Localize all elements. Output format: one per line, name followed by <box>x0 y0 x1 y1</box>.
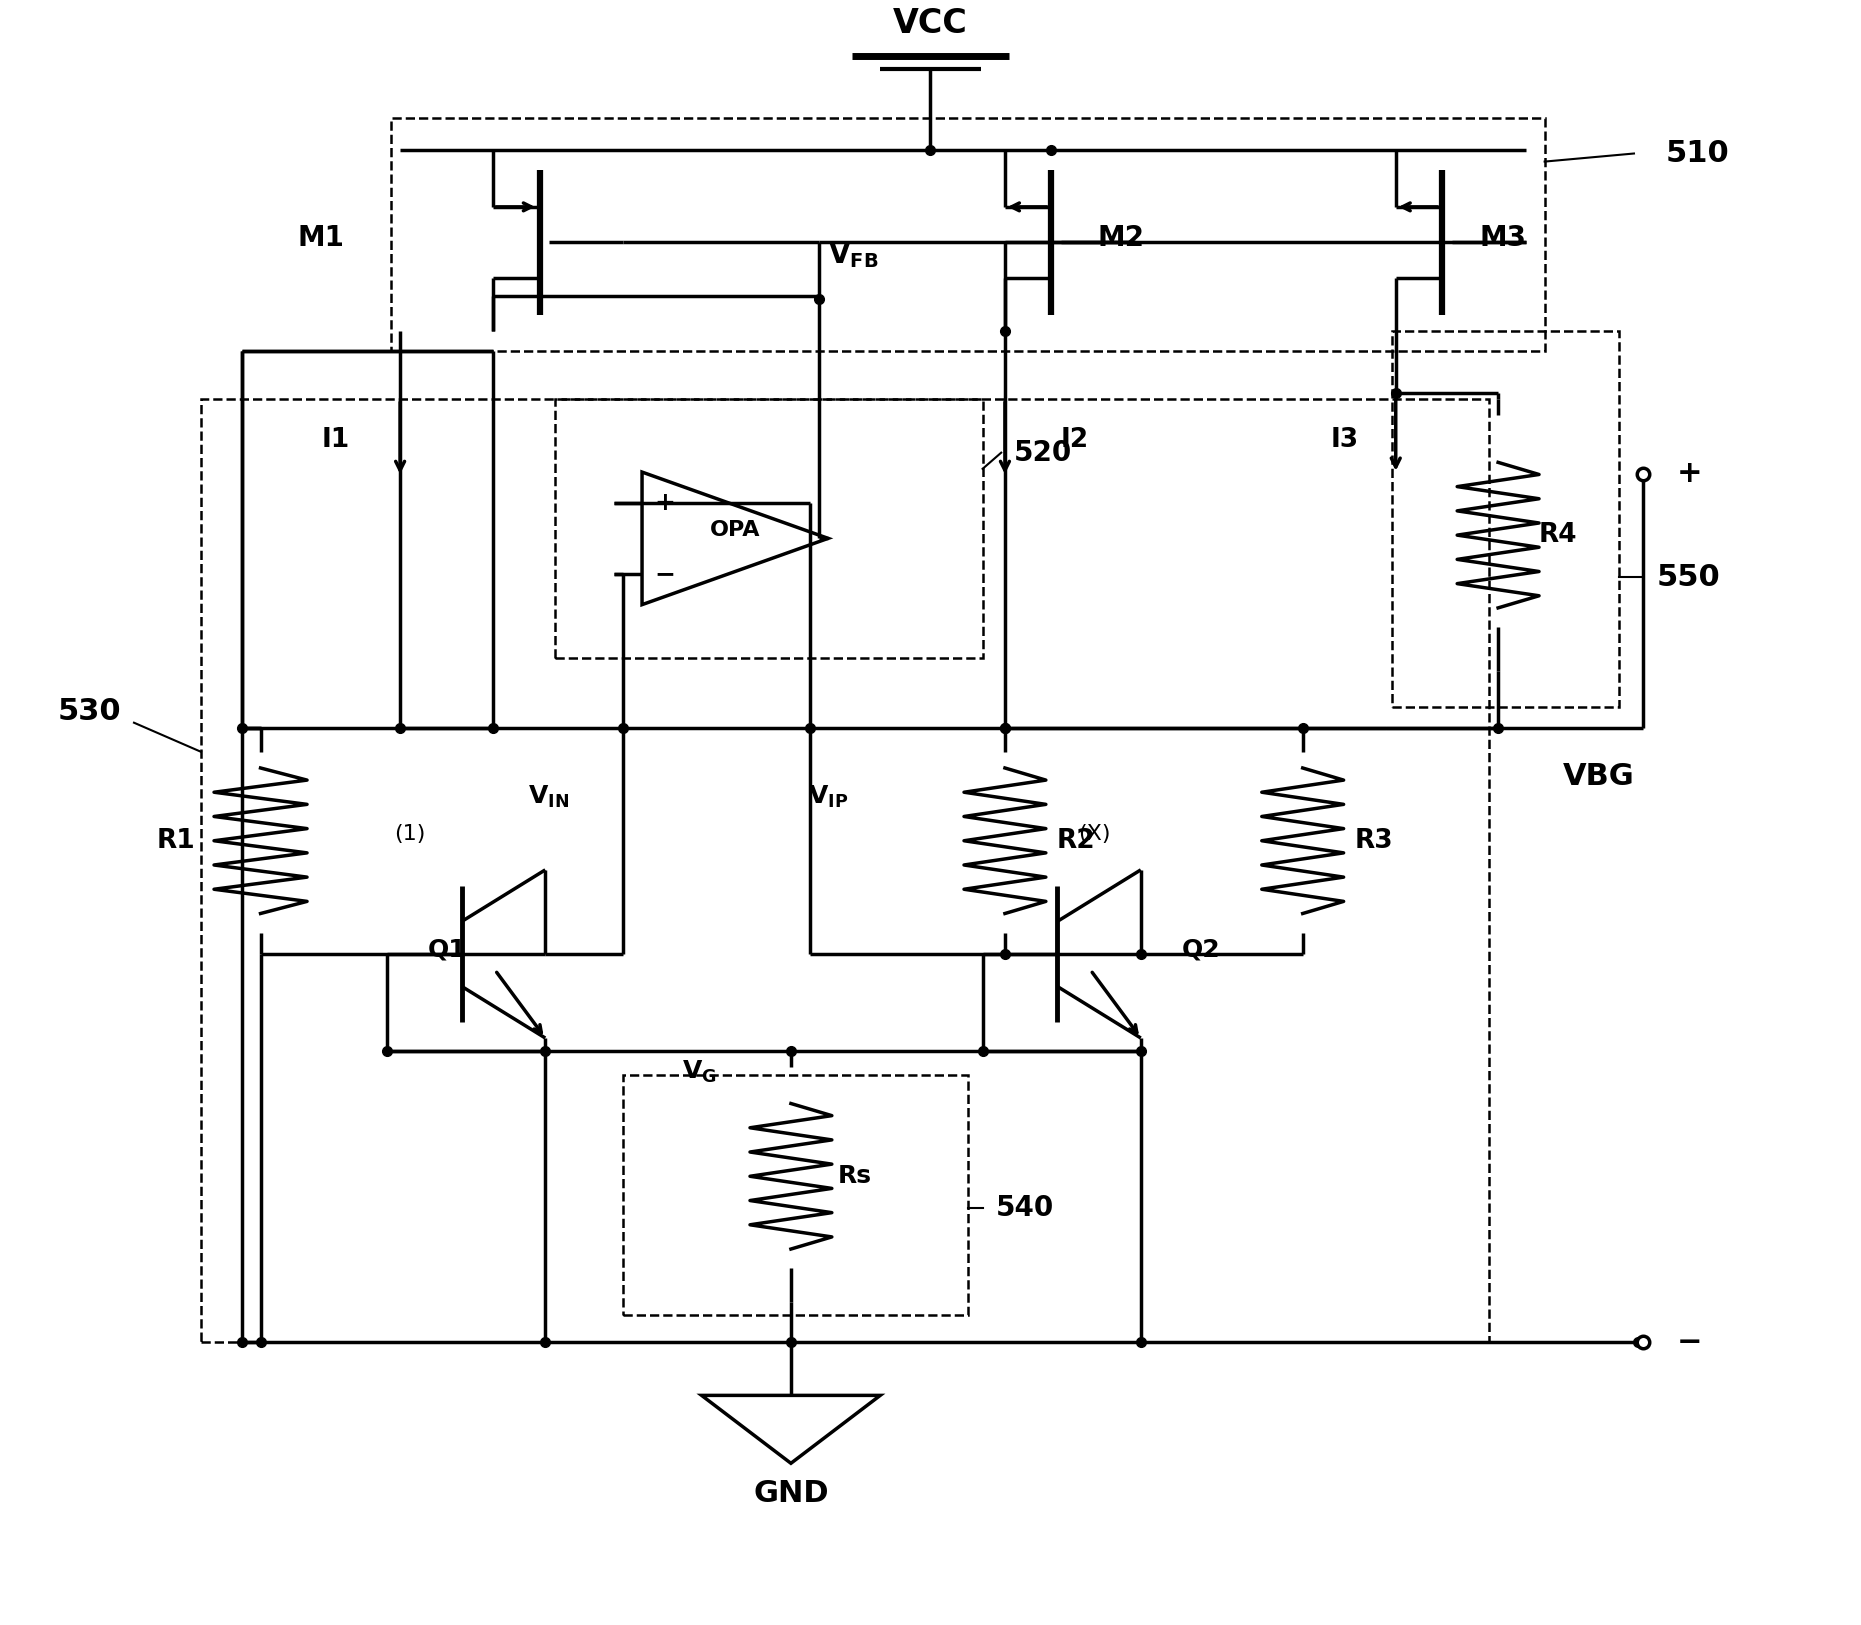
Text: R1: R1 <box>156 827 195 853</box>
Text: Rs: Rs <box>837 1164 871 1188</box>
Text: (X): (X) <box>1078 824 1111 843</box>
Text: Q2: Q2 <box>1182 938 1221 960</box>
Text: V$_{\mathbf{G}}$: V$_{\mathbf{G}}$ <box>681 1060 716 1086</box>
Text: VCC: VCC <box>893 8 968 41</box>
Text: 550: 550 <box>1656 562 1720 592</box>
Text: 520: 520 <box>1014 439 1072 466</box>
Text: V$_{\mathbf{IN}}$: V$_{\mathbf{IN}}$ <box>529 785 569 811</box>
Text: R4: R4 <box>1539 522 1578 548</box>
Text: 530: 530 <box>58 697 121 726</box>
Text: (1): (1) <box>395 824 424 843</box>
Text: I1: I1 <box>322 427 350 453</box>
Text: I3: I3 <box>1331 427 1359 453</box>
Text: +: + <box>1677 460 1703 487</box>
Text: M3: M3 <box>1479 224 1526 252</box>
Text: −: − <box>653 562 676 587</box>
Text: R2: R2 <box>1057 827 1096 853</box>
Text: R3: R3 <box>1355 827 1394 853</box>
Text: 510: 510 <box>1666 140 1729 167</box>
Text: M2: M2 <box>1098 224 1145 252</box>
Text: M1: M1 <box>298 224 344 252</box>
Text: Q1: Q1 <box>428 938 467 960</box>
Text: VBG: VBG <box>1563 762 1636 790</box>
Text: +: + <box>653 491 676 515</box>
Text: GND: GND <box>754 1479 828 1508</box>
Text: OPA: OPA <box>709 520 761 540</box>
Text: 540: 540 <box>996 1194 1053 1222</box>
Text: V$_{\mathbf{IP}}$: V$_{\mathbf{IP}}$ <box>808 785 849 811</box>
Text: V$_{\mathbf{FB}}$: V$_{\mathbf{FB}}$ <box>828 240 878 270</box>
Text: −: − <box>1677 1328 1703 1357</box>
Text: I2: I2 <box>1061 427 1089 453</box>
